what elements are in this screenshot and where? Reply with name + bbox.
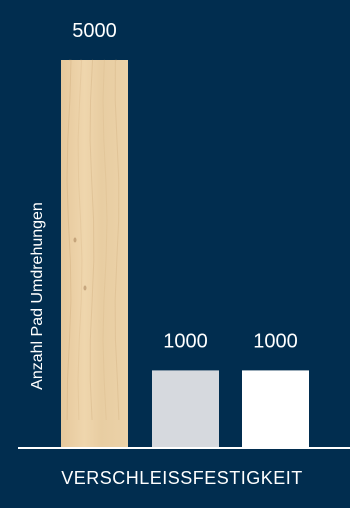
bar-1 [61,60,128,448]
y-axis-label: Anzahl Pad Umdrehungen [29,202,46,390]
bar-value-label-2: 1000 [163,330,208,352]
wood-grain-line [66,59,72,421]
wood-grain-line [114,59,120,421]
value-labels: 5000 1000 1000 [72,20,298,352]
wood-grain-line [77,59,83,421]
chart-title: VERSCHLEISSFESTIGKEIT [61,468,303,488]
bar-value-label-1: 5000 [72,20,117,42]
wood-knot [83,285,87,291]
bar-value-label-3: 1000 [253,330,298,352]
wood-grain-texture [66,59,120,421]
wood-knot [73,237,77,243]
wood-grain-line [89,59,95,421]
bar-2 [152,370,219,448]
wood-grain-line [102,59,108,421]
bars [61,60,309,448]
bar-3 [242,370,309,448]
